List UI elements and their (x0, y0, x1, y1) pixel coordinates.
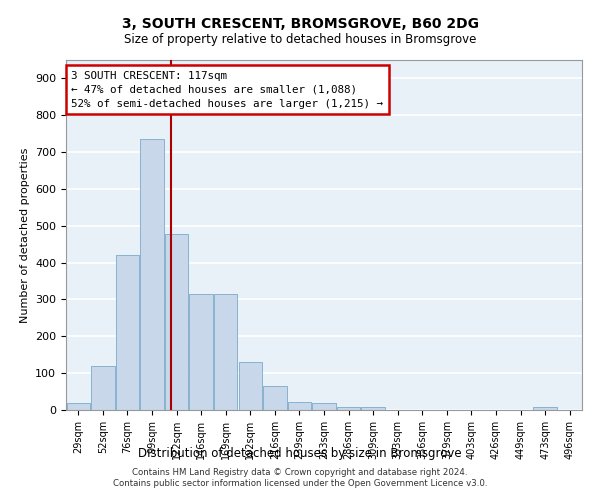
Bar (214, 294, 238, 410)
Text: 3, SOUTH CRESCENT, BROMSGROVE, B60 2DG: 3, SOUTH CRESCENT, BROMSGROVE, B60 2DG (121, 18, 479, 32)
Bar (190, 294, 213, 410)
Text: Size of property relative to detached houses in Bromsgrove: Size of property relative to detached ho… (124, 34, 476, 46)
Bar (263, 386, 287, 410)
Bar (91, 366, 115, 410)
Bar (313, 404, 335, 410)
Bar (361, 407, 385, 410)
Bar (165, 234, 188, 410)
Bar (337, 407, 360, 410)
Text: Distribution of detached houses by size in Bromsgrove: Distribution of detached houses by size … (138, 448, 462, 460)
Bar (140, 139, 164, 410)
Bar (533, 407, 557, 410)
Text: Contains HM Land Registry data © Crown copyright and database right 2024.
Contai: Contains HM Land Registry data © Crown c… (113, 468, 487, 487)
Text: 3 SOUTH CRESCENT: 117sqm
← 47% of detached houses are smaller (1,088)
52% of sem: 3 SOUTH CRESCENT: 117sqm ← 47% of detach… (71, 70, 383, 108)
Bar (288, 402, 311, 410)
Y-axis label: Number of detached properties: Number of detached properties (20, 148, 29, 322)
Bar (116, 256, 139, 410)
Bar (239, 362, 262, 410)
Bar (67, 404, 90, 410)
